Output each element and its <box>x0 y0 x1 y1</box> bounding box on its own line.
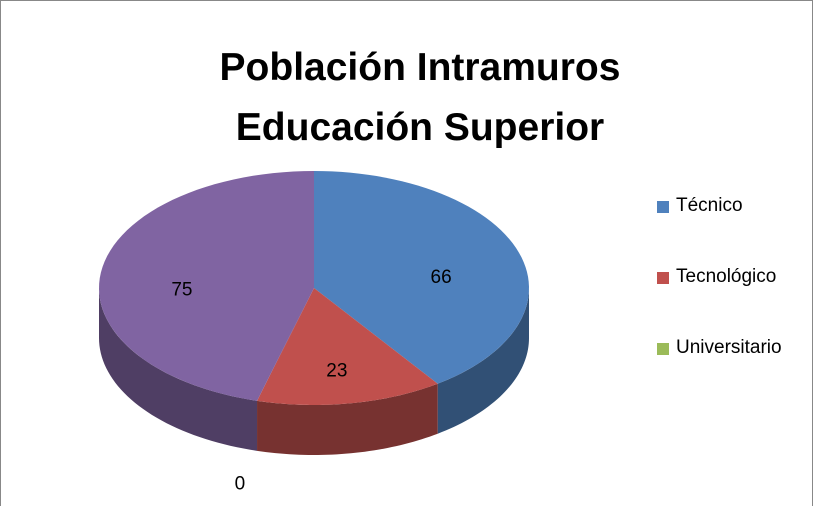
legend-swatch <box>657 272 669 284</box>
legend-swatch <box>657 201 669 213</box>
slice <box>314 171 529 384</box>
legend-label: Tecnológico <box>676 266 777 287</box>
legend: Técnico Tecnológico Universitario <box>657 193 812 406</box>
slice-side <box>99 288 258 451</box>
data-label: 75 <box>171 279 192 300</box>
slice <box>99 171 315 401</box>
chart-title: Población Intramuros Educación Superior <box>219 46 621 149</box>
slice-side <box>257 383 438 455</box>
legend-swatch <box>657 343 669 355</box>
data-label: 66 <box>431 267 452 288</box>
data-label: 23 <box>326 360 347 381</box>
legend-entry: Tecnológico <box>657 264 812 335</box>
legend-entry: Técnico <box>657 193 812 264</box>
slice-side <box>437 288 529 434</box>
data-label: 0 <box>235 474 246 495</box>
legend-entry: Universitario <box>657 335 812 406</box>
slice <box>257 288 438 405</box>
legend-label: Universitario <box>676 337 782 358</box>
legend-label: Técnico <box>676 195 743 216</box>
